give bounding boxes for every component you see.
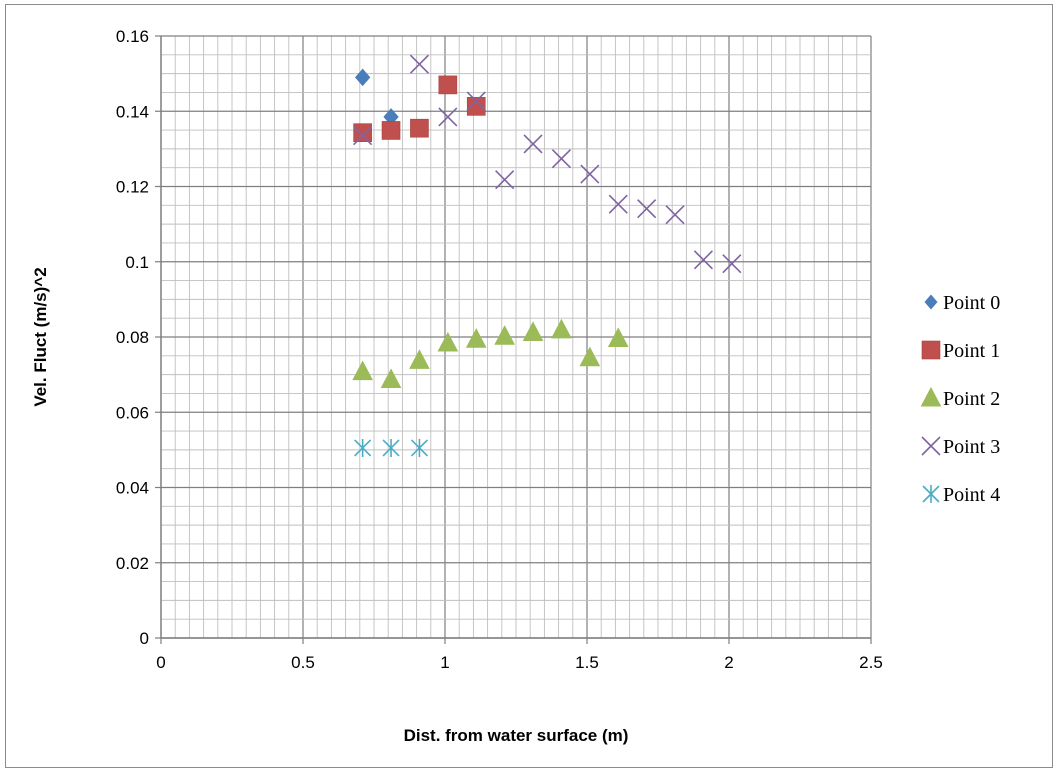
data-point [410,438,429,457]
data-point [637,199,657,219]
tick-labels: 0 0.5 1 1.5 2 2.5 0 0.02 0.04 0.06 0.08 0.1 0.12 0.14… [116,27,883,672]
y-tick-label: 0.1 [125,253,149,272]
legend-marker [924,294,938,310]
data-point [722,254,742,274]
series-x-markers [353,54,742,274]
data-point [607,327,629,348]
data-point [438,107,458,127]
data-point [353,123,372,142]
y-tick-label: 0.12 [116,178,149,197]
legend-marker [921,340,941,360]
data-point [409,54,430,74]
data-point [580,164,600,184]
y-tick-label: 0.16 [116,27,149,46]
legend-label: Point 3 [943,436,1000,458]
axes [155,35,872,644]
y-tick-label: 0.02 [116,554,149,573]
data-point [693,250,714,270]
data-point [494,325,515,345]
data-point [608,194,628,214]
data-point [551,149,572,169]
data-point [522,321,544,341]
data-point [466,91,486,111]
y-tick-label: 0 [140,629,149,648]
data-point [381,121,401,140]
x-tick-label: 1 [440,653,449,672]
legend: Point 0 Point 1 Point 2 Point 3 Point 4 [920,292,1000,506]
legend-label: Point 0 [943,292,1000,314]
data-point [665,205,685,225]
data-point [466,97,486,116]
chart-frame: 0 0.5 1 1.5 2 2.5 0 0.02 0.04 0.06 0.08 0.1 0.12 0.14… [5,4,1053,768]
series-diamond-markers [354,68,399,126]
y-tick-label: 0.04 [116,479,149,498]
legend-marker [920,386,942,407]
data-point [410,118,429,138]
data-point [495,170,515,190]
data-point [354,68,371,87]
data-point [437,331,459,352]
y-tick-label: 0.08 [116,328,149,347]
legend-item: Point 2 [920,386,1000,410]
y-tick-label: 0.06 [116,403,149,422]
legend-label: Point 2 [943,388,1000,410]
series-asterisk-markers [354,438,429,457]
x-tick-label: 2 [724,653,733,672]
legend-marker [921,436,941,456]
x-tick-label: 0.5 [291,653,315,672]
data-point [354,438,372,457]
grid-lines [160,35,872,639]
data-point [352,360,373,381]
legend-marker [922,485,940,503]
data-point [438,75,458,95]
legend-item: Point 4 [922,484,1000,506]
series-triangle-markers [352,318,629,389]
legend-item: Point 1 [921,340,1000,362]
scatter-chart: 0 0.5 1 1.5 2 2.5 0 0.02 0.04 0.06 0.08 0.1 0.12 0.14… [31,27,1000,745]
legend-label: Point 1 [943,340,1000,362]
x-tick-label: 0 [156,653,165,672]
y-axis-title: Vel. Fluct (m/s)^2 [31,267,50,406]
data-point [353,126,373,146]
data-point [579,346,601,367]
data-point [409,349,430,369]
legend-item: Point 0 [924,292,1000,314]
series-square-markers [353,75,486,142]
data-point [382,438,400,457]
x-axis-title: Dist. from water surface (m) [404,726,629,745]
legend-label: Point 4 [943,484,1000,506]
x-tick-label: 2.5 [859,653,883,672]
data-point [551,318,572,339]
legend-item: Point 3 [921,436,1000,458]
x-tick-label: 1.5 [575,653,599,672]
data-point [523,134,543,154]
data-point [465,328,487,348]
data-point [380,368,402,389]
y-tick-label: 0.14 [116,102,149,121]
data-markers [352,54,742,457]
